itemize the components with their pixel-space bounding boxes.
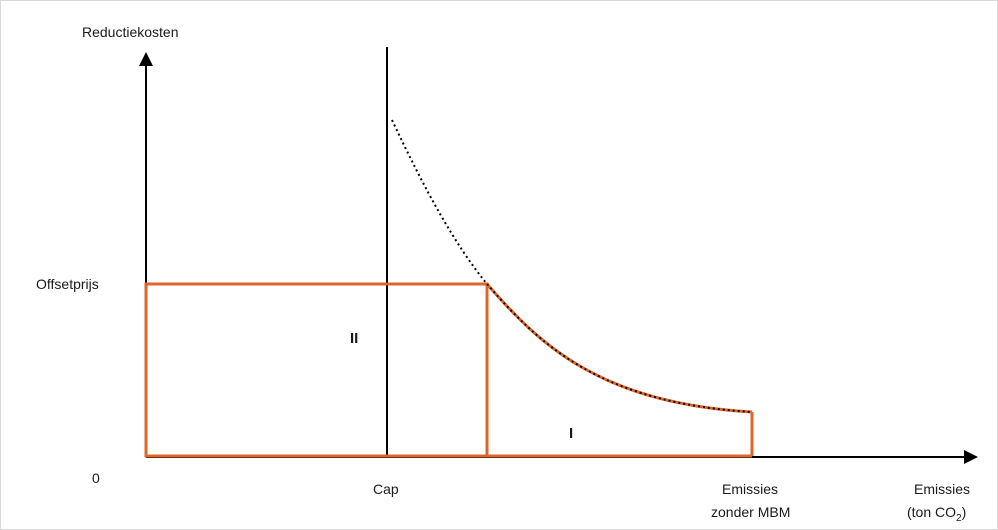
x-axis-arrow-icon bbox=[964, 450, 978, 464]
offset-price-label: Offsetprijs bbox=[36, 276, 99, 292]
y-axis-arrow-icon bbox=[139, 52, 153, 66]
region-2-label: II bbox=[350, 330, 358, 347]
region-2-rect bbox=[144, 282, 489, 458]
y-axis-label: Reductiekosten bbox=[82, 24, 179, 40]
region-1-label: I bbox=[569, 425, 573, 442]
cap-label: Cap bbox=[373, 481, 399, 497]
x-axis-label-line2: (ton CO2) bbox=[907, 504, 966, 524]
x-axis-label-line1: Emissies bbox=[914, 481, 970, 497]
abatement-curve-orange bbox=[485, 283, 753, 414]
origin-label: 0 bbox=[92, 470, 100, 486]
abatement-curve-dotted bbox=[391, 119, 753, 413]
emissions-no-mbm-label-line1: Emissies bbox=[722, 481, 778, 497]
emissions-no-mbm-label-line2: zonder MBM bbox=[711, 504, 790, 520]
